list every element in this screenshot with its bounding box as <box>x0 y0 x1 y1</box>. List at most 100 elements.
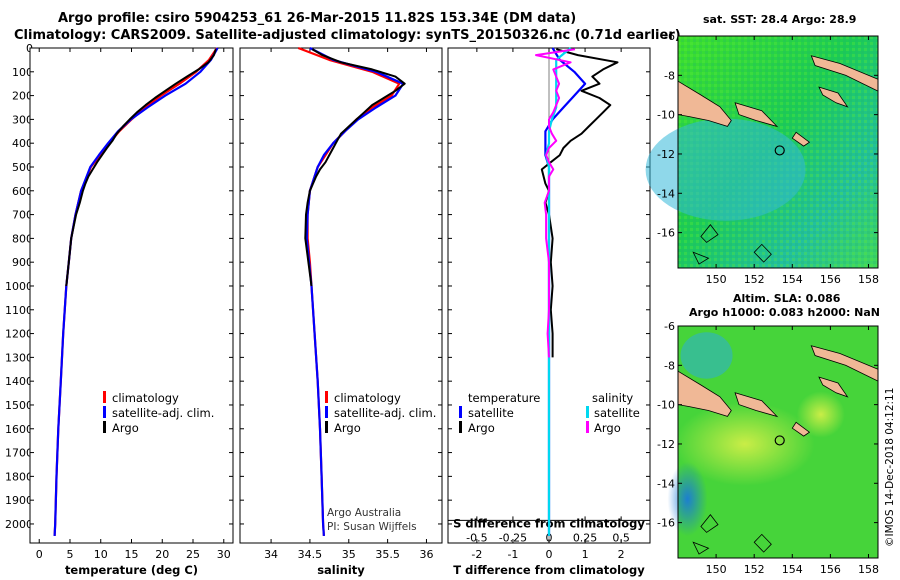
legend-header-salinity: salinity <box>592 391 633 405</box>
x-tick-label: 20 <box>155 548 169 561</box>
series-t-argo <box>540 48 619 358</box>
depth-tick-label: 900 <box>12 256 33 269</box>
legend-label-climatology: climatology <box>112 391 179 405</box>
depth-tick-label: 800 <box>12 232 33 245</box>
figure-title-line1: Argo profile: csiro 5904253_61 26-Mar-20… <box>58 11 577 26</box>
map-y-tick-label: -12 <box>657 148 675 161</box>
reef-contour <box>700 224 719 243</box>
reef-contour <box>700 514 719 533</box>
legend-label-s-argo: Argo <box>594 421 621 435</box>
legend-swatch-s-satellite <box>586 406 589 418</box>
depth-tick-label: 1700 <box>5 447 33 460</box>
legend-swatch-satellite <box>103 406 106 418</box>
x-tick-label: 34 <box>264 548 278 561</box>
x-tick-label: 2 <box>618 548 625 561</box>
annotation-institution: Argo Australia <box>327 507 401 519</box>
s-tick-label: 0.25 <box>573 531 598 544</box>
legend-swatch-t-argo <box>459 421 462 433</box>
s-tick-label: -0.5 <box>466 531 487 544</box>
legend-swatch-climatology <box>103 391 106 403</box>
series-satellite-adj-clim- <box>53 47 219 536</box>
map-titles: sat. SST: 28.4 Argo: 28.9 Altim. SLA: 0.… <box>689 13 880 319</box>
map-x-tick-label: 158 <box>858 273 879 286</box>
island <box>734 102 779 128</box>
legend-swatch-climatology <box>325 391 328 403</box>
legend-header-temperature: temperature <box>468 391 540 405</box>
x-tick-label: 36 <box>419 548 433 561</box>
reef-contour <box>753 533 772 553</box>
reef-contour <box>692 541 710 555</box>
depth-tick-label: 500 <box>12 161 33 174</box>
sst-cool-patch <box>645 118 806 221</box>
map-x-tick-label: 156 <box>820 273 841 286</box>
legend-label-climatology: climatology <box>334 391 401 405</box>
map-y-tick-label: -6 <box>664 320 675 333</box>
sla-map-title-line1: Altim. SLA: 0.086 <box>733 292 841 305</box>
depth-tick-label: 1600 <box>5 423 33 436</box>
x-tick-label: 25 <box>186 548 200 561</box>
depth-tick-label: 300 <box>12 113 33 126</box>
map-y-tick-label: -6 <box>664 30 675 43</box>
map-x-tick-label: 152 <box>744 273 765 286</box>
reef-contour <box>692 251 710 265</box>
legend-swatch-t-satellite <box>459 406 462 418</box>
x-tick-label: 35.5 <box>375 548 400 561</box>
depth-tick-label: 600 <box>12 185 33 198</box>
s-tick-label: -0.25 <box>499 531 527 544</box>
map-y-tick-label: -16 <box>657 227 675 240</box>
map-y-tick-label: -14 <box>657 187 675 200</box>
sst-map-title: sat. SST: 28.4 Argo: 28.9 <box>703 13 856 26</box>
argo-position-marker <box>774 145 785 156</box>
island-solomons <box>818 376 849 398</box>
x-tick-label: 0 <box>546 548 553 561</box>
depth-tick-label: 1000 <box>5 280 33 293</box>
series-satellite-adj-clim- <box>305 47 405 536</box>
series-argo <box>304 48 406 287</box>
panel-frame <box>239 47 443 544</box>
map-y-tick-label: -16 <box>657 517 675 530</box>
map-x-tick-label: 154 <box>782 273 803 286</box>
map-y-tick-label: -8 <box>664 69 675 82</box>
land-new-guinea <box>677 370 732 417</box>
island <box>791 131 811 147</box>
salinity-annotation: Argo Australia PI: Susan Wijffels <box>327 507 417 533</box>
legend-label-s-satellite: satellite <box>594 406 640 420</box>
argo-position-marker <box>774 435 785 446</box>
depth-tick-label: 1400 <box>5 375 33 388</box>
figure-title-line2: Climatology: CARS2009. Satellite-adjuste… <box>14 28 681 43</box>
map-y-tick-label: -14 <box>657 477 675 490</box>
map-y-tick-label: -12 <box>657 438 675 451</box>
map-x-tick-label: 150 <box>706 273 727 286</box>
legend-label-satellite: satellite-adj. clim. <box>334 406 436 420</box>
profile-panel-salinity: 34 34.5 35 35.5 36 salinity <box>239 46 443 577</box>
legend-swatch-s-argo <box>586 421 589 433</box>
map-frame <box>677 35 879 269</box>
island-solomons <box>818 86 849 108</box>
depth-tick-label: 1500 <box>5 399 33 412</box>
x-tick-label: -1 <box>507 548 518 561</box>
x-tick-label: 1 <box>582 548 589 561</box>
profile-panel-temperature: 0 5 10 15 20 25 30 temperature (deg C) <box>29 47 234 577</box>
island <box>734 392 779 418</box>
legend-label-argo: Argo <box>334 421 361 435</box>
depth-tick-label: 700 <box>12 209 33 222</box>
panel-frame <box>29 47 234 544</box>
profile-panel-differences: -2 -1 0 1 2 T difference from climatology -0.5… <box>447 47 651 577</box>
map-y-tick-label: -10 <box>657 399 675 412</box>
map-y-tick-label: -10 <box>657 109 675 122</box>
x-tick-label: 15 <box>125 548 139 561</box>
x-tick-label: 30 <box>217 548 231 561</box>
map-x-tick-label: 154 <box>782 563 803 576</box>
x-tick-label: 35 <box>342 548 356 561</box>
depth-tick-label: 1300 <box>5 351 33 364</box>
legend-swatch-argo <box>103 421 106 433</box>
x-axis-label: temperature (deg C) <box>65 563 198 577</box>
legend-label-t-satellite: satellite <box>468 406 514 420</box>
legend-label-argo: Argo <box>112 421 139 435</box>
map-frame <box>677 325 879 559</box>
map-x-tick-label: 156 <box>820 563 841 576</box>
depth-tick-label: 400 <box>12 137 33 150</box>
legend-swatch-satellite <box>325 406 328 418</box>
